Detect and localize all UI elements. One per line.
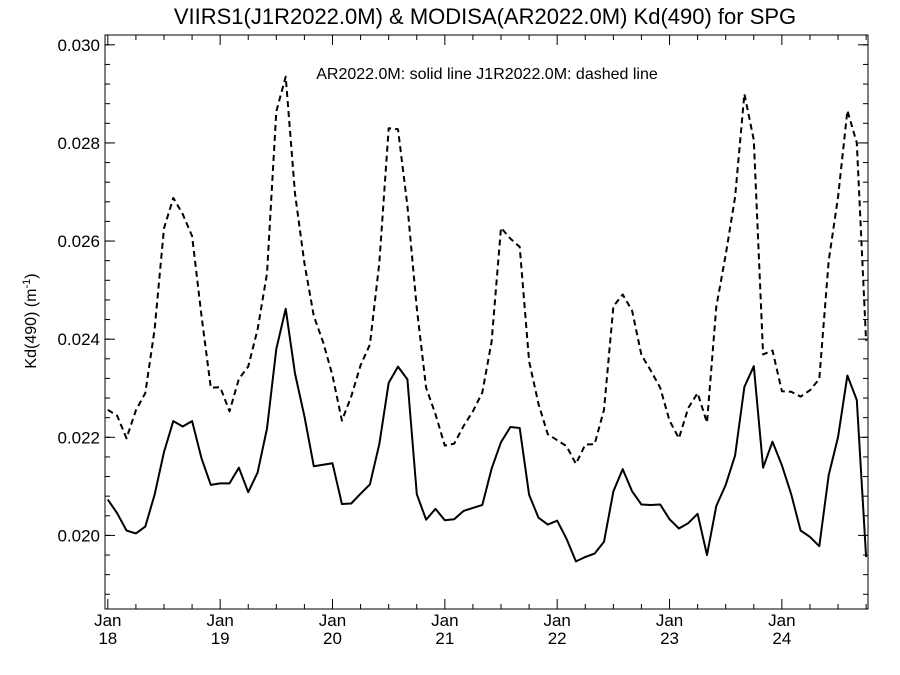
x-tick-label-year: 20 xyxy=(323,629,342,648)
y-tick-label: 0.028 xyxy=(57,134,100,153)
x-tick-label-month: Jan xyxy=(543,611,570,630)
y-axis-label-text: Kd(490) (m xyxy=(23,289,40,369)
y-tick-label: 0.024 xyxy=(57,330,100,349)
x-tick-label-month: Jan xyxy=(206,611,233,630)
x-tick-label-month: Jan xyxy=(768,611,795,630)
y-tick-label: 0.026 xyxy=(57,232,100,251)
series-line-ar2022-0m xyxy=(106,307,868,563)
y-tick-label: 0.020 xyxy=(57,526,100,545)
x-tick-label-year: 19 xyxy=(211,629,230,648)
x-tick-label-year: 21 xyxy=(435,629,454,648)
y-axis-label: Kd(490) (m-1) xyxy=(21,273,40,368)
series-line-j1r2022-0m xyxy=(107,75,868,465)
x-tick-label-year: 23 xyxy=(660,629,679,648)
plot-frame xyxy=(104,34,869,610)
x-tick-label-year: 24 xyxy=(772,629,791,648)
y-axis-label-unit-exponent: -1 xyxy=(21,279,33,289)
x-tick-label-month: Jan xyxy=(431,611,458,630)
y-axis-label-close: ) xyxy=(23,273,40,278)
x-tick-label-month: Jan xyxy=(656,611,683,630)
plot-layer: 0.0200.0220.0240.0260.0280.030Jan18Jan19… xyxy=(57,35,868,648)
x-tick-label-year: 22 xyxy=(548,629,567,648)
x-tick-label-month: Jan xyxy=(94,611,121,630)
y-tick-label: 0.022 xyxy=(57,428,100,447)
x-tick-label-month: Jan xyxy=(319,611,346,630)
line-style-annotation: AR2022.0M: solid line J1R2022.0M: dashed… xyxy=(316,66,658,83)
chart-title: VIIRS1(J1R2022.0M) & MODISA(AR2022.0M) K… xyxy=(174,4,796,29)
y-tick-label: 0.030 xyxy=(57,36,100,55)
x-tick-label-year: 18 xyxy=(98,629,117,648)
